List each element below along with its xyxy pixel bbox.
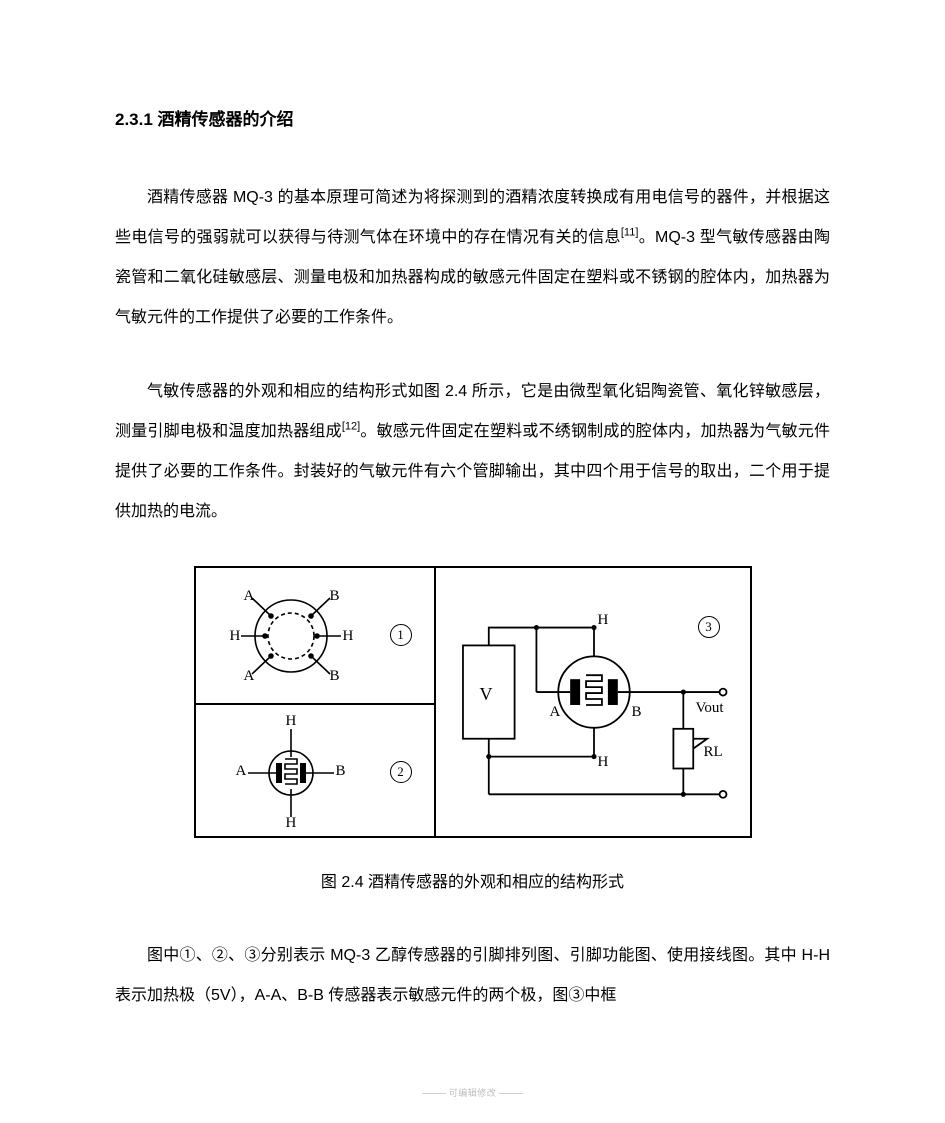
- label-a-3: A: [550, 704, 561, 721]
- section-heading: 2.3.1 酒精传感器的介绍: [115, 105, 830, 130]
- figure-panel-1: A B H H A B 1: [196, 568, 434, 705]
- figure-2-4: A B H H A B 1: [194, 566, 752, 838]
- figure-caption: 图 2.4 酒精传感器的外观和相应的结构形式: [115, 868, 830, 892]
- label-a-2: A: [236, 763, 247, 780]
- label-a-tl: A: [244, 588, 255, 605]
- figure-panel-3: V H H A B Vout RL 3: [436, 568, 750, 836]
- figure-left-column: A B H H A B 1: [196, 568, 436, 836]
- paragraph-1: 酒精传感器 MQ-3 的基本原理可简述为将探测到的酒精浓度转换成有用电信号的器件…: [115, 178, 830, 338]
- label-vout: Vout: [696, 700, 724, 717]
- label-b-tr: B: [330, 588, 340, 605]
- label-h-r: H: [343, 628, 354, 645]
- citation-11: [11]: [621, 227, 639, 239]
- label-b-3: B: [632, 704, 642, 721]
- label-h-3top: H: [598, 612, 609, 629]
- label-h-bot: H: [286, 815, 297, 832]
- panel-number-1: 1: [390, 624, 412, 646]
- panel-number-3: 3: [698, 616, 720, 638]
- panel-number-2: 2: [390, 761, 412, 783]
- label-rl: RL: [704, 744, 723, 761]
- label-h-l: H: [230, 628, 241, 645]
- label-a-bl: A: [244, 668, 255, 685]
- label-h-top: H: [286, 713, 297, 730]
- paragraph-2: 气敏传感器的外观和相应的结构形式如图 2.4 所示，它是由微型氧化铝陶瓷管、氧化…: [115, 372, 830, 532]
- figure-box: A B H H A B 1: [194, 566, 752, 838]
- label-v: V: [480, 684, 493, 705]
- label-h-3bot: H: [598, 754, 609, 771]
- footer-note: 可编辑修改: [0, 1086, 945, 1099]
- paragraph-3: 图中①、②、③分别表示 MQ-3 乙醇传感器的引脚排列图、引脚功能图、使用接线图…: [115, 936, 830, 1016]
- label-b-br: B: [330, 668, 340, 685]
- citation-12: [12]: [342, 421, 360, 433]
- label-b-2: B: [336, 763, 346, 780]
- figure-panel-2: H H A B 2: [196, 705, 434, 840]
